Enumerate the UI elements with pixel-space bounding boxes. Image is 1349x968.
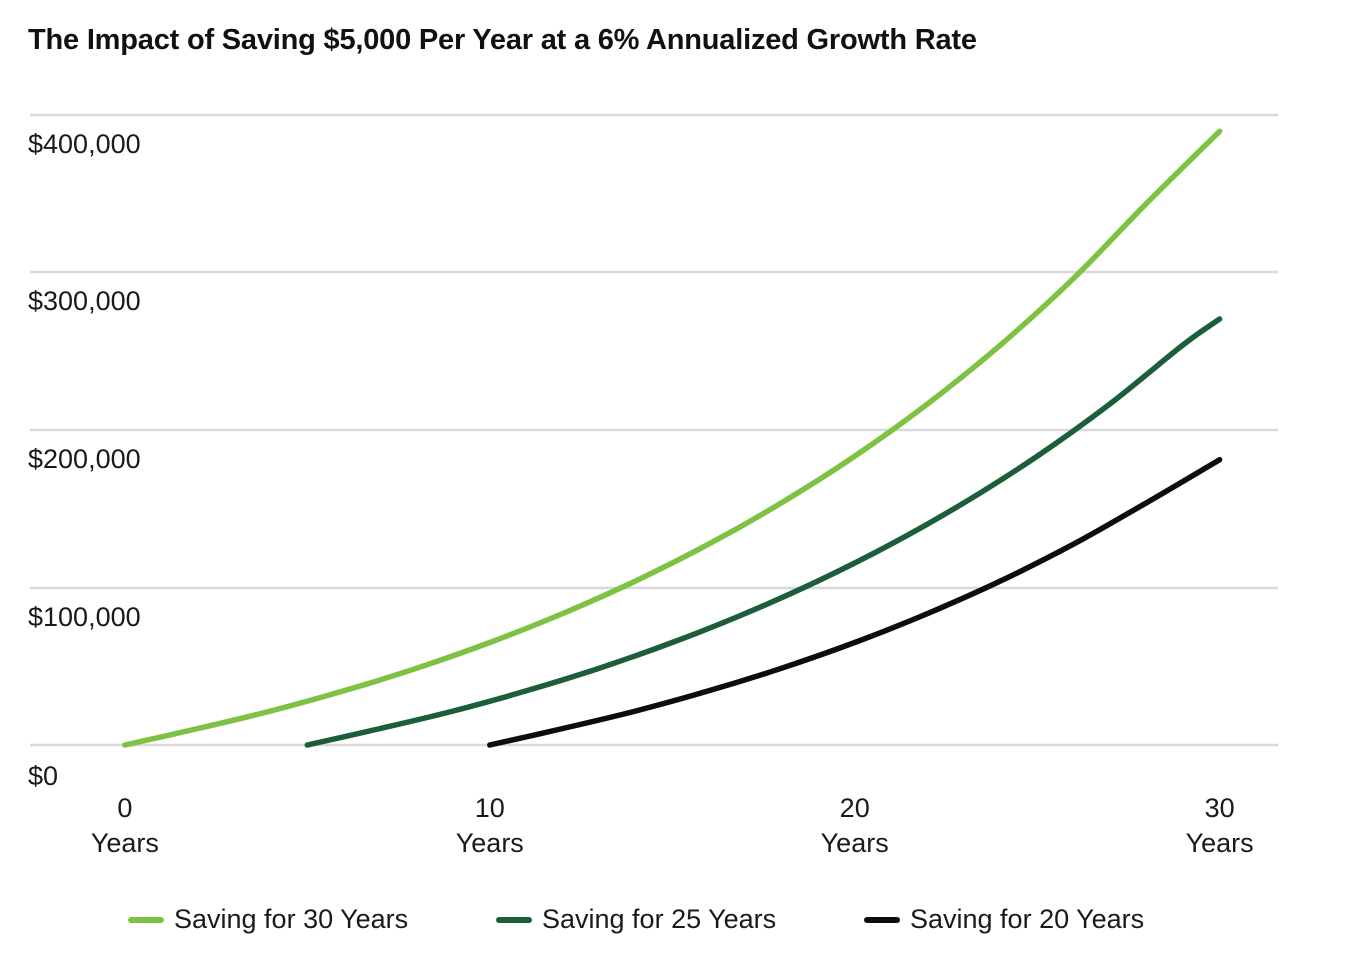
series-line xyxy=(304,316,1223,748)
svg-text:30: 30 xyxy=(1205,793,1235,823)
x-tick-label: 20 Years xyxy=(821,793,889,858)
series-line xyxy=(122,128,1223,748)
legend-item: Saving for 30 Years xyxy=(128,904,408,935)
series-lines xyxy=(122,128,1223,748)
y-tick-label: $400,000 xyxy=(28,129,141,159)
x-tick-label: 30 Years xyxy=(1186,793,1254,858)
y-tick-label: $0 xyxy=(28,761,58,791)
y-axis-tick-labels: $0 $100,000 $200,000 $300,000 $400,000 xyxy=(28,129,141,791)
y-tick-label: $300,000 xyxy=(28,286,141,316)
svg-text:0: 0 xyxy=(117,793,132,823)
x-axis-tick-labels: 0 Years 10 Years 20 Years 30 Years xyxy=(91,793,1254,858)
x-tick-label: 0 Years xyxy=(91,793,159,858)
y-tick-label: $100,000 xyxy=(28,602,141,632)
svg-text:Years: Years xyxy=(821,828,889,858)
legend-label: Saving for 20 Years xyxy=(910,904,1145,934)
y-tick-label: $200,000 xyxy=(28,444,141,474)
legend-label: Saving for 25 Years xyxy=(542,904,777,934)
gridlines xyxy=(30,113,1278,747)
legend: Saving for 30 Years Saving for 25 Years Sa… xyxy=(0,904,1349,944)
svg-text:20: 20 xyxy=(840,793,870,823)
legend-item: Saving for 20 Years xyxy=(864,904,1144,935)
chart-title: The Impact of Saving $5,000 Per Year at … xyxy=(28,24,977,56)
svg-text:Years: Years xyxy=(456,828,524,858)
legend-swatch xyxy=(128,916,164,923)
legend-swatch xyxy=(496,916,532,923)
legend-swatch xyxy=(864,916,900,923)
series-line xyxy=(487,456,1223,748)
svg-text:Years: Years xyxy=(91,828,159,858)
legend-item: Saving for 25 Years xyxy=(496,904,776,935)
x-tick-label: 10 Years xyxy=(456,793,524,858)
legend-label: Saving for 30 Years xyxy=(174,904,409,934)
svg-text:10: 10 xyxy=(475,793,505,823)
svg-text:Years: Years xyxy=(1186,828,1254,858)
